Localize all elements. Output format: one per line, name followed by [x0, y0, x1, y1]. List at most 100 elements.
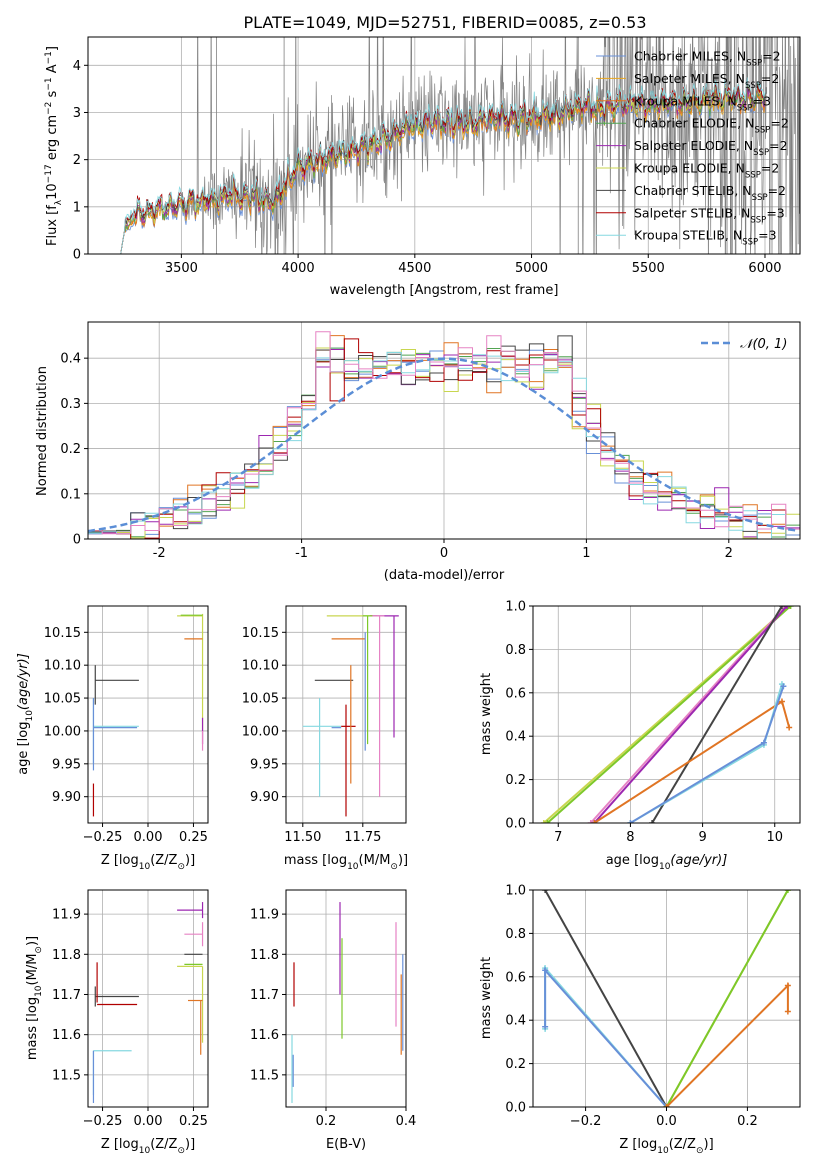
massweight-vs-age-plot	[540, 606, 794, 823]
y-tick-label: 11.9	[250, 908, 279, 923]
mass-vs-EBV-frame	[285, 889, 407, 1108]
legend-label: Chabrier MILES, NSSP=2	[634, 49, 781, 69]
mass-weight-line	[589, 606, 787, 823]
y-tick-label: 0.6	[505, 686, 526, 701]
model-spectrum-kroupa-miles	[120, 88, 766, 254]
mass-x-axis-label: mass [log10(M/M⊙)]	[284, 853, 408, 872]
x-tick-label: 0	[440, 546, 448, 561]
y-tick-label: 0.1	[60, 487, 81, 502]
mass-vs-Z-axes	[88, 890, 208, 1107]
massweight-vs-Z-plot	[542, 890, 791, 1107]
marker	[542, 890, 549, 893]
marker	[544, 820, 551, 823]
y-tick-label: 0.4	[505, 730, 526, 745]
y-tick-label: 9.90	[250, 790, 279, 805]
marker	[787, 606, 794, 609]
mass-weight-line	[544, 890, 668, 1107]
marker	[587, 820, 594, 823]
y-tick-label: 0.8	[505, 643, 526, 658]
x-tick-label: 3500	[165, 261, 198, 276]
y-tick-label: 9.95	[52, 757, 81, 772]
y-tick-label: 0.2	[60, 442, 81, 457]
marker	[663, 1104, 670, 1107]
marker	[760, 739, 767, 746]
y-tick-label: 11.8	[250, 948, 279, 963]
y-tick-label: 10.00	[44, 724, 81, 739]
legend-label: Kroupa MILES, NSSP=3	[634, 93, 771, 113]
spectrum-y-axis-label: Flux [fλ10−17 erg cm−2 s−1 A−1]	[44, 46, 64, 246]
marker	[542, 1023, 549, 1030]
x-tick-label: 1	[582, 546, 590, 561]
y-tick-label: 0.4	[505, 1014, 526, 1029]
spectrum-title: PLATE=1049, MJD=52751, FIBERID=0085, z=0…	[243, 13, 646, 32]
y-tick-label: 0.2	[505, 1057, 526, 1072]
y-tick-label: 1	[73, 200, 81, 215]
y-tick-label: 0.0	[505, 817, 526, 832]
x-tick-label: 0.0	[656, 1114, 677, 1129]
model-spectrum-chabrier-elodie	[120, 85, 766, 254]
y-tick-label: 11.8	[52, 948, 81, 963]
mass-vs-EBV-axes	[286, 890, 407, 1107]
marker	[778, 606, 785, 609]
marker	[591, 820, 598, 823]
x-tick-label: 0.25	[179, 830, 208, 845]
age-vs-mass-plot	[302, 615, 399, 817]
spectrum-x-axis-label: wavelength [Angstrom, rest frame]	[330, 283, 559, 298]
y-tick-label: 4	[73, 59, 81, 74]
marker	[540, 820, 547, 823]
x-tick-label: -2	[153, 546, 166, 561]
y-tick-label: 9.90	[52, 790, 81, 805]
massweight-vs-Z-axes	[533, 889, 800, 1108]
mass-weight-line	[546, 606, 792, 823]
mass-weight-y-axis-label: mass weight	[479, 957, 494, 1039]
age-vs-mass-frame	[285, 605, 407, 824]
residuals-y-axis-label: Normed distribution	[35, 366, 50, 496]
y-tick-label: 10.10	[44, 659, 81, 674]
model-spectrum-kroupa-stelib	[120, 77, 766, 254]
y-tick-label: 0.3	[60, 397, 81, 412]
mass-vs-Z-plot	[92, 902, 204, 1103]
mass-weight-line	[544, 967, 668, 1107]
legend-label: Salpeter MILES, NSSP=2	[634, 71, 779, 91]
y-tick-label: 11.5	[250, 1068, 279, 1083]
x-tick-label: 6000	[748, 261, 781, 276]
histogram-salpeter-stelib	[88, 338, 800, 539]
marker	[780, 683, 787, 690]
mass-y-axis-label: mass [log10(M/M⊙)]	[25, 936, 44, 1060]
y-tick-label: 10.05	[242, 692, 279, 707]
y-tick-label: 11.9	[52, 908, 81, 923]
marker	[784, 890, 791, 893]
mass-weight-line	[543, 606, 790, 823]
age-vs-Z-plot	[92, 613, 204, 817]
marker	[778, 698, 785, 705]
y-tick-label: 3	[73, 106, 81, 121]
y-tick-label: 1.0	[505, 884, 526, 899]
y-tick-label: 0.4	[60, 352, 81, 367]
y-tick-label: 0.8	[505, 927, 526, 942]
mass-weight-y-axis-label: mass weight	[479, 673, 494, 755]
mass-weight-line	[665, 890, 789, 1107]
x-tick-label: 0.4	[396, 1114, 417, 1129]
y-tick-label: 10.15	[44, 626, 81, 641]
x-tick-label: 7	[554, 830, 562, 845]
y-tick-label: 10.05	[44, 692, 81, 707]
mass-vs-EBV-plot	[291, 902, 404, 1103]
x-tick-label: −0.25	[83, 830, 123, 845]
age-y-axis-label: age [log10(age/yr)]	[16, 653, 35, 775]
x-tick-label: 0.2	[737, 1114, 758, 1129]
x-tick-label: 4000	[282, 261, 315, 276]
y-tick-label: 11.6	[52, 1028, 81, 1043]
x-tick-label: 8	[626, 830, 634, 845]
mass-weight-line	[665, 983, 789, 1107]
y-tick-label: 10.00	[242, 724, 279, 739]
marker	[649, 820, 656, 823]
residuals-plot	[88, 331, 800, 539]
x-tick-label: 5000	[515, 261, 548, 276]
legend-label: Salpeter STELIB, NSSP=3	[634, 205, 785, 225]
x-tick-label: −0.2	[570, 1114, 602, 1129]
x-tick-label: 9	[698, 830, 706, 845]
massweight-vs-age-frame	[532, 605, 801, 824]
spectrum-frame	[87, 36, 801, 255]
observed-spectrum-line	[181, 37, 800, 254]
x-tick-label: 0.00	[134, 830, 163, 845]
